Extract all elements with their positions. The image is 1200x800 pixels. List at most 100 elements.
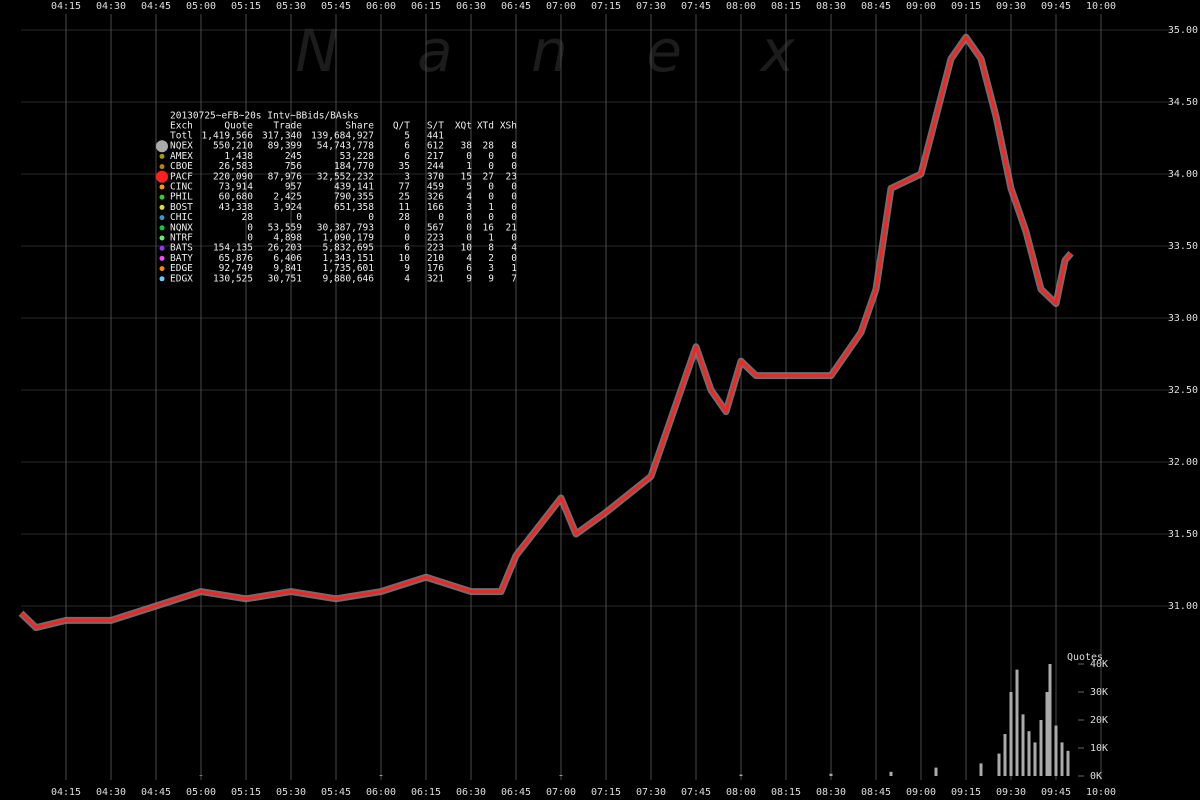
volume-bar <box>1048 664 1052 776</box>
table-cell: 53,228 <box>340 151 375 162</box>
y-tick-label: 32.50 <box>1168 385 1198 396</box>
x-tick-label: 06:45 <box>501 1 531 12</box>
x-tick-label: 10:00 <box>1086 1 1116 12</box>
table-cell: 1 <box>511 263 517 274</box>
x-tick-label: 06:15 <box>411 787 441 798</box>
price-line <box>19 35 1073 630</box>
table-cell: 30,751 <box>268 273 303 284</box>
volume-bar <box>934 767 938 776</box>
volume-bar <box>1060 742 1064 776</box>
x-tick-label: 04:30 <box>96 1 126 12</box>
x-tick-label: 07:30 <box>636 787 666 798</box>
table-cell: 16 <box>483 222 495 233</box>
table-cell: 0 <box>488 192 494 203</box>
volume-bar <box>997 753 1001 776</box>
x-tick-label: 07:00 <box>546 1 576 12</box>
table-cell: 3 <box>488 263 494 274</box>
table-cell: 166 <box>427 202 444 213</box>
table-cell: 154,135 <box>213 243 253 254</box>
table-cell: NQEX <box>170 141 193 152</box>
table-cell: 176 <box>427 263 444 274</box>
table-cell: NQNX <box>170 222 193 233</box>
table-cell: 9 <box>466 273 472 284</box>
table-cell: 220,090 <box>213 171 253 182</box>
table-cell: 32,552,232 <box>317 171 374 182</box>
exchange-marker <box>159 194 165 200</box>
table-cell: 4 <box>466 192 472 203</box>
table-cell: 7 <box>511 273 517 284</box>
table-cell: 244 <box>427 161 444 172</box>
table-cell: 217 <box>427 151 444 162</box>
watermark: N a n e x <box>295 17 824 85</box>
table-cell: 0 <box>296 212 302 223</box>
y-tick-label: 33.50 <box>1168 241 1198 252</box>
table-cell: 0 <box>511 253 517 264</box>
volume-bar <box>1054 725 1058 776</box>
y-tick-label: 34.00 <box>1168 169 1198 180</box>
table-cell: 0 <box>511 182 517 193</box>
table-cell: 790,355 <box>334 192 374 203</box>
table-cell: 89,399 <box>268 141 303 152</box>
table-cell: 9 <box>488 273 494 284</box>
table-header: Quote <box>224 121 253 132</box>
x-tick-label: 04:30 <box>96 787 126 798</box>
x-tick-label: 05:30 <box>276 1 306 12</box>
volume-bar <box>1003 734 1007 776</box>
x-tick-label: 08:00 <box>726 1 756 12</box>
table-cell: BOST <box>170 202 193 213</box>
exchange-marker <box>159 204 165 210</box>
table-cell: 92,749 <box>219 263 254 274</box>
table-cell: 77 <box>399 182 410 193</box>
table-cell: 6 <box>404 243 410 254</box>
table-cell: 8 <box>511 141 517 152</box>
table-cell: 53,559 <box>268 222 303 233</box>
volume-bar <box>979 763 983 776</box>
table-header: Share <box>345 121 374 132</box>
x-tick-label: 06:00 <box>366 787 396 798</box>
table-cell: 4 <box>466 253 472 264</box>
table-cell: 321 <box>427 273 444 284</box>
table-cell: 9,880,646 <box>323 273 375 284</box>
table-header: Exch <box>170 121 193 132</box>
table-cell: 1,438 <box>224 151 253 162</box>
table-cell: CHIC <box>170 212 193 223</box>
table-cell: BATY <box>170 253 193 264</box>
x-tick-label: 07:15 <box>591 1 621 12</box>
exchange-marker <box>159 276 165 282</box>
table-cell: 370 <box>427 171 444 182</box>
x-tick-label: 09:45 <box>1041 1 1071 12</box>
volume-tick-label: 0K <box>1090 771 1102 782</box>
exchange-marker <box>159 225 165 231</box>
x-tick-label: 05:00 <box>186 1 216 12</box>
volume-bar <box>1039 720 1043 776</box>
table-cell: 26,203 <box>268 243 302 254</box>
volume-title: Quotes <box>1067 652 1103 663</box>
exchange-marker <box>159 215 165 221</box>
x-tick-label: 09:45 <box>1041 787 1071 798</box>
x-tick-label: 07:45 <box>681 1 711 12</box>
exchange-marker <box>159 255 165 261</box>
x-tick-label: 08:15 <box>771 787 801 798</box>
table-cell: 10 <box>399 253 411 264</box>
table-cell: 0 <box>511 192 517 203</box>
table-cell: 6 <box>404 141 410 152</box>
table-cell: 756 <box>285 161 302 172</box>
table-cell: 4 <box>511 243 517 254</box>
table-cell: 10 <box>461 243 473 254</box>
volume-bar <box>889 771 893 776</box>
table-cell: 87,976 <box>268 171 303 182</box>
table-cell: 38 <box>461 141 473 152</box>
table-header: Q/T <box>393 121 410 132</box>
table-cell: 25 <box>399 192 410 203</box>
table-title: 20130725~eFB~20s Intv~BBids/BAsks <box>170 111 359 122</box>
x-tick-label: 09:00 <box>906 787 936 798</box>
y-tick-label: 31.50 <box>1168 529 1198 540</box>
table-cell: 3,924 <box>273 202 302 213</box>
exchange-marker <box>159 184 165 190</box>
table-cell: 4 <box>404 273 410 284</box>
table-cell: 27 <box>483 171 494 182</box>
table-cell: 1 <box>488 233 494 244</box>
table-cell: 0 <box>511 151 517 162</box>
volume-bar <box>1033 742 1037 776</box>
exchange-marker <box>159 153 165 159</box>
